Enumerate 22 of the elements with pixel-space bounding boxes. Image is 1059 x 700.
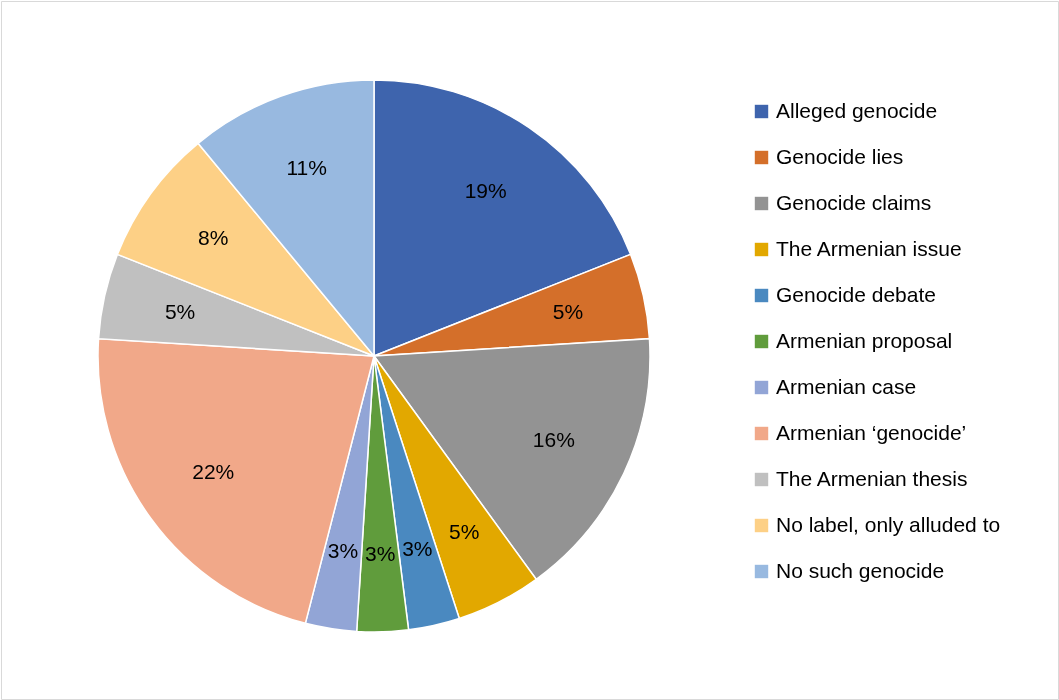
legend-label: Armenian case (776, 374, 917, 398)
legend-label: Armenian proposal (776, 328, 953, 352)
data-label: 5% (449, 520, 480, 544)
legend-label: Genocide lies (776, 144, 904, 168)
data-label: 8% (198, 226, 229, 250)
data-label: 5% (164, 299, 196, 323)
data-label: 3% (402, 536, 433, 560)
legend-label: The Armenian thesis (776, 466, 968, 490)
data-label: 19% (464, 178, 507, 202)
data-label: 11% (286, 156, 327, 180)
data-label: 16% (532, 427, 575, 451)
data-label: 3% (327, 539, 359, 563)
legend-label: Genocide debate (776, 282, 936, 306)
legend-label: Alleged genocide (776, 98, 938, 122)
legend-label: No such genocide (776, 558, 945, 582)
legend-label: Armenian ‘genocide’ (776, 420, 967, 444)
data-label: 22% (192, 459, 235, 483)
data-label: 3% (365, 541, 396, 565)
legend-label: Genocide claims (776, 190, 932, 214)
legend-label: The Armenian issue (776, 236, 962, 260)
data-label: 5% (552, 299, 584, 323)
legend-label: No label, only alluded to (776, 512, 1001, 536)
